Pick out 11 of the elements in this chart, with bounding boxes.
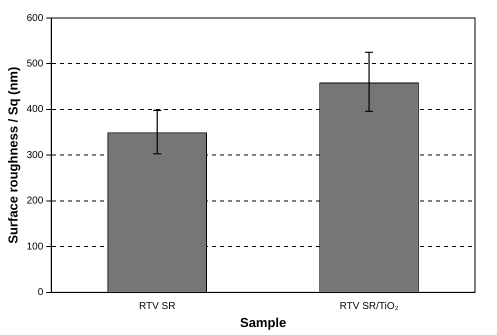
x-tick-label: RTV SR/TiO₂ xyxy=(340,301,399,312)
y-tick-label: 400 xyxy=(26,104,44,116)
y-tick-label: 300 xyxy=(26,150,44,161)
x-tick-label: RTV SR xyxy=(138,301,176,312)
x-axis-title: Sample xyxy=(240,314,286,330)
y-tick-label: 600 xyxy=(26,12,44,24)
y-tick-label: 100 xyxy=(26,241,44,252)
y-axis-title: Surface roughness / Sq (nm) xyxy=(5,66,20,244)
y-tick-label: 200 xyxy=(26,196,44,207)
y-tick-label: 0 xyxy=(38,287,44,298)
y-tick-label: 500 xyxy=(26,58,44,70)
